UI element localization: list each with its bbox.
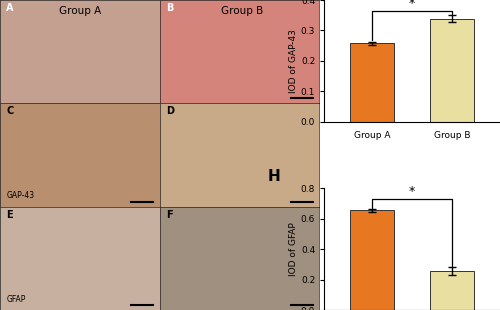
- Bar: [430, 271, 474, 310]
- Bar: [430, 19, 474, 122]
- Text: B: B: [166, 3, 173, 13]
- Text: A: A: [6, 3, 14, 13]
- Text: D: D: [166, 106, 174, 117]
- Text: H: H: [268, 169, 281, 184]
- Text: C: C: [6, 106, 14, 117]
- Text: *: *: [409, 0, 416, 10]
- Text: GAP-43: GAP-43: [6, 192, 34, 201]
- Y-axis label: IOD of GAP-43: IOD of GAP-43: [289, 29, 298, 93]
- Text: Group A: Group A: [59, 6, 101, 16]
- Text: E: E: [6, 210, 13, 220]
- Bar: [350, 43, 394, 122]
- Text: *: *: [409, 185, 416, 198]
- Y-axis label: IOD of GFAP: IOD of GFAP: [289, 222, 298, 276]
- Text: Group B: Group B: [222, 6, 264, 16]
- Bar: [350, 210, 394, 310]
- Text: F: F: [166, 210, 172, 220]
- Text: GFAP: GFAP: [6, 295, 26, 304]
